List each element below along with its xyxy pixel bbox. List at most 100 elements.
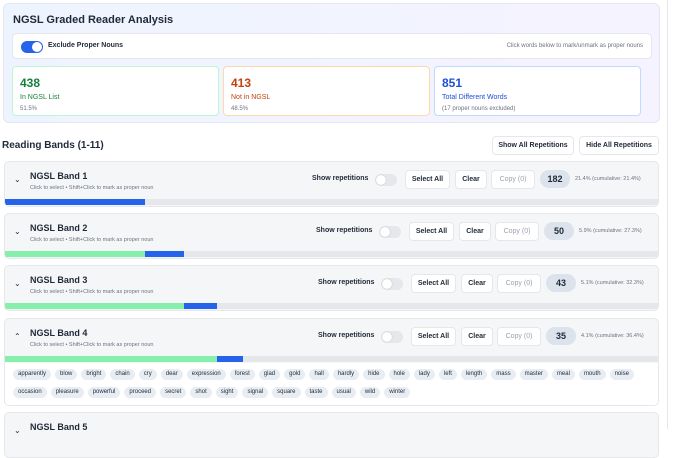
show-repetitions-label: Show repetitions [318,279,375,286]
show-repetitions-toggle[interactable] [381,331,403,343]
stat-label: Total Different Words [442,94,508,101]
word-chip[interactable]: winter [384,387,411,398]
word-chip[interactable]: cry [138,369,157,380]
hint-text: Click words below to mark/unmark as prop… [506,43,643,49]
word-chip[interactable]: meal [551,369,575,380]
word-chip[interactable]: hole [388,369,410,380]
band-name[interactable]: NGSL Band 5 [30,422,88,432]
show-repetitions-toggle[interactable] [381,278,403,290]
band-name[interactable]: NGSL Band 2 [30,223,88,233]
band-fill [183,303,217,309]
show-all-repetitions-button[interactable]: Show All Repetitions [492,136,574,155]
word-count-badge: 50 [544,222,574,240]
word-chip[interactable]: mouth [578,369,606,380]
copy-button[interactable]: Copy (0) [491,170,535,189]
word-chip[interactable]: dear [160,369,183,380]
show-repetitions-label: Show repetitions [318,332,375,339]
select-all-button[interactable]: Select All [411,327,456,346]
chevron-down-icon[interactable]: ⌄ [14,426,21,435]
select-all-button[interactable]: Select All [411,274,456,293]
word-chip[interactable]: occasion [13,387,47,398]
band-percentage: 5.9% (cumulative: 27.3%) [579,228,642,234]
show-repetitions-label: Show repetitions [316,227,373,234]
word-chip[interactable]: secret [160,387,187,398]
hide-all-repetitions-button[interactable]: Hide All Repetitions [579,136,659,155]
word-chip[interactable]: hide [363,369,385,380]
word-chip[interactable]: length [460,369,488,380]
band-progress-bar [5,251,658,257]
word-chip[interactable]: left [438,369,457,380]
word-chip[interactable]: hardly [332,369,360,380]
clear-button[interactable]: Clear [455,170,487,189]
band-fill [216,356,244,362]
word-chip[interactable]: wild [359,387,381,398]
band-percentage: 5.1% (cumulative: 32.3%) [581,280,644,286]
word-chip[interactable]: powerful [87,387,121,398]
show-repetitions-toggle[interactable] [375,174,397,186]
word-chip[interactable]: glad [258,369,281,380]
scrollbar[interactable] [667,0,668,429]
stat-sub: 51.5% [20,106,38,112]
band-card: ⌃ NGSL Band 4 Click to select • Shift+Cli… [4,318,659,406]
word-chip[interactable]: expression [186,369,226,380]
band-subtitle: Click to select • Shift+Click to mark as… [30,342,154,348]
stat-card: 413 Not in NGSL 48.5% [223,66,430,116]
word-chip[interactable]: lady [413,369,435,380]
band-card: ⌄ NGSL Band 1 Click to select • Shift+Cli… [4,161,659,207]
word-chip[interactable]: blow [55,369,78,380]
page-title: NGSL Graded Reader Analysis [13,14,174,26]
stat-value: 438 [20,76,41,90]
word-chip[interactable]: shot [190,387,212,398]
band-card: ⌄ NGSL Band 2 Click to select • Shift+Cli… [4,213,659,259]
band-progress-bar [5,199,658,205]
word-chip[interactable]: apparently [13,369,52,380]
band-name[interactable]: NGSL Band 1 [30,171,88,181]
band-subtitle: Click to select • Shift+Click to mark as… [30,237,154,243]
word-chip[interactable]: sight [215,387,239,398]
clear-button[interactable]: Clear [461,327,493,346]
copy-button[interactable]: Copy (0) [497,327,541,346]
select-all-button[interactable]: Select All [405,170,450,189]
band-fill [5,199,146,205]
clear-button[interactable]: Clear [461,274,493,293]
stat-label: Not in NGSL [231,94,271,101]
band-name[interactable]: NGSL Band 3 [30,275,88,285]
select-all-button[interactable]: Select All [409,222,454,241]
word-chip[interactable]: taste [304,387,328,398]
word-chip[interactable]: usual [331,387,356,398]
stat-sub: 48.5% [231,106,249,112]
chevron-down-icon[interactable]: ⌄ [14,227,21,236]
word-chip[interactable]: signal [242,387,269,398]
band-subtitle: Click to select • Shift+Click to mark as… [30,185,154,191]
exclude-proper-nouns-toggle[interactable] [21,41,43,53]
word-chip[interactable]: forest [229,369,255,380]
chevron-down-icon[interactable]: ⌄ [14,279,21,288]
word-chip[interactable]: noise [609,369,634,380]
word-chip[interactable]: hall [309,369,329,380]
word-list: apparently blow bright chain cry dear expressi… [5,363,658,405]
chevron-down-icon[interactable]: ⌄ [14,175,21,184]
band-card: ⌄ NGSL Band 5 [4,412,659,458]
word-chip[interactable]: chain [110,369,135,380]
word-chip[interactable]: pleasure [50,387,84,398]
stat-card: 438 In NGSL List 51.5% [12,66,219,116]
word-chip[interactable]: gold [284,369,306,380]
copy-button[interactable]: Copy (0) [497,274,541,293]
word-count-badge: 43 [546,274,576,292]
word-chip[interactable]: proceed [124,387,157,398]
band-fill [145,251,184,257]
show-repetitions-toggle[interactable] [379,226,401,238]
band-card: ⌄ NGSL Band 3 Click to select • Shift+Cli… [4,265,659,311]
band-subtitle: Click to select • Shift+Click to mark as… [30,289,154,295]
word-chip[interactable]: bright [81,369,107,380]
cumulative-previous-fill [5,356,217,362]
word-chip[interactable]: square [272,387,301,398]
chevron-up-icon[interactable]: ⌃ [14,332,21,341]
word-chip[interactable]: master [519,369,548,380]
clear-button[interactable]: Clear [459,222,491,241]
copy-button[interactable]: Copy (0) [495,222,539,241]
summary-panel: NGSL Graded Reader Analysis Exclude Prop… [3,3,660,123]
word-chip[interactable]: mass [491,369,516,380]
exclude-proper-nouns-row: Exclude Proper Nouns Click words below t… [12,33,652,59]
band-name[interactable]: NGSL Band 4 [30,328,88,338]
